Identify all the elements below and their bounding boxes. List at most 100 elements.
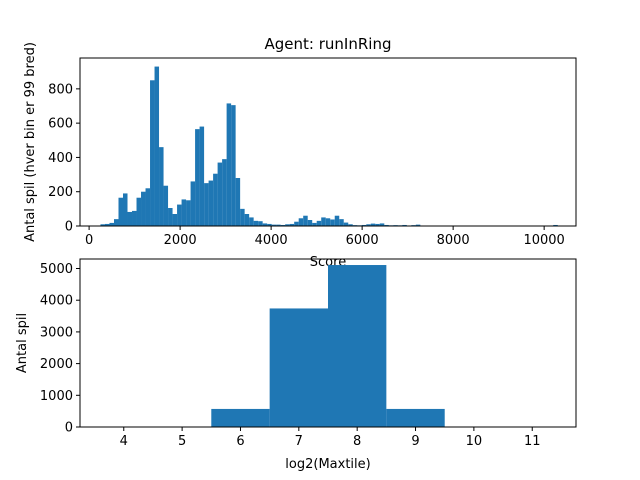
histogram-bar [104,223,110,226]
histogram-bar [109,222,114,226]
histogram-bar [186,200,191,226]
y-axis-ticks: 0 200 400 600 800 [48,82,80,235]
histogram-bar [361,224,367,226]
histogram-bar [249,217,254,226]
x-tick-label: 0 [85,233,93,248]
y-tick-label: 4000 [40,294,73,309]
histogram-bar [240,208,245,226]
histogram-bar [379,223,385,226]
x-tick-label: 11 [524,434,541,449]
histogram-bar [330,219,335,226]
histogram-bar [136,197,142,226]
histogram-bar [208,180,214,226]
histogram-bar [145,188,151,226]
histogram-bar [235,178,241,226]
histogram-bar [402,224,407,226]
histogram-bar [553,224,558,226]
x-axis-ticks: 4 5 6 7 8 9 10 11 [120,427,541,449]
histogram-bar [199,126,205,226]
y-tick-label: 200 [48,185,73,200]
histogram-bar [127,211,133,226]
y-tick-label: 800 [48,82,73,97]
histogram-bar [343,222,349,226]
histogram-bar [150,80,155,227]
histogram-bar [316,220,322,226]
histogram-bar [366,224,371,226]
y-tick-label: 1000 [40,389,73,404]
histogram-bar [307,220,313,226]
histogram-bar [384,224,389,226]
histogram-bar [132,210,137,226]
histogram-bar [303,215,308,226]
histogram-bar [334,215,340,226]
histogram-bar [285,224,290,226]
x-tick-label: 8000 [437,233,470,248]
x-tick-label: 2000 [164,233,197,248]
histogram-bar [312,222,317,226]
histogram-bar [163,185,169,226]
histogram-bar [211,408,270,427]
histogram-bar [386,408,445,427]
chart-title: Agent: runInRing [265,35,392,53]
histogram-bar [280,224,286,226]
histogram-bar [328,265,387,427]
histogram-bar [269,308,328,427]
histogram-bar [294,221,299,226]
histogram-bar [289,223,295,226]
y-tick-label: 0 [65,421,73,436]
histogram-bar [375,223,380,226]
histogram-bars [211,265,445,427]
histogram-bar [253,220,259,226]
histogram-bar [415,224,421,226]
y-tick-label: 3000 [40,325,73,340]
histogram-bar [118,197,124,226]
histogram-bar [276,224,281,226]
x-axis-label: log2(Maxtile) [285,457,370,472]
histogram-bar [258,221,263,226]
histogram-bar [262,223,268,226]
x-tick-label: 8 [353,434,361,449]
histogram-bar [217,162,223,226]
y-axis-label: Antal spil [15,313,30,373]
histogram-bar [177,204,182,226]
histogram-bar [204,183,209,226]
histogram-bar [222,159,227,226]
histogram-bar [113,219,119,226]
histogram-bar [226,103,232,226]
histogram-bar [154,66,160,226]
histogram-bar [321,217,326,226]
y-tick-label: 5000 [40,262,73,277]
histogram-bar [195,129,200,226]
x-axis-ticks: 0 2000 4000 6000 8000 10000 [85,226,565,248]
x-tick-label: 6000 [346,233,379,248]
x-tick-label: 4000 [255,233,288,248]
x-tick-label: 5 [178,434,186,449]
y-axis-ticks: 0 1000 2000 3000 4000 5000 [40,262,80,436]
histogram-bar [159,147,164,226]
histogram-bars [100,66,558,227]
histogram-bar [231,105,236,226]
histogram-bar [172,214,178,226]
x-tick-label: 4 [120,434,128,449]
histogram-bar [339,219,344,226]
maxtile-histogram: 4 5 6 7 8 9 10 11 0 1000 2000 3000 4000 5000 log2(Ma… [15,258,577,472]
plot-frame [79,258,577,428]
histogram-bar [168,208,173,226]
histogram-bar [267,223,272,226]
histogram-bar [244,214,250,226]
histogram-bar [348,224,353,226]
histogram-bar [370,223,376,226]
x-tick-label: 6 [236,434,244,449]
histogram-bar [213,173,218,226]
histogram-bar [181,199,187,226]
histogram-bar [141,191,146,226]
histogram-bar [271,224,277,226]
y-tick-label: 600 [48,117,73,132]
y-axis-label: Antal spil (hver bin er 99 bred) [23,42,38,242]
histogram-bar [325,218,331,226]
y-tick-label: 2000 [40,357,73,372]
histogram-bar [190,181,196,226]
x-tick-label: 10000 [523,233,564,248]
plot-frame [79,57,577,227]
